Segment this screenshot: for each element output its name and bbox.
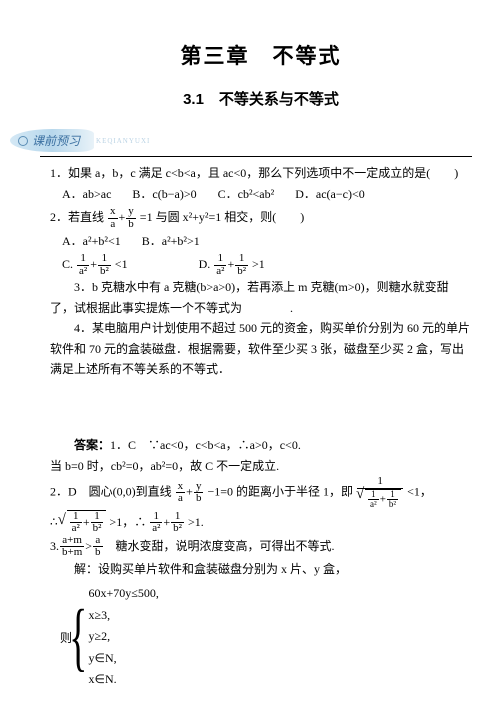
badge-pinyin: KEQIANYUXI xyxy=(96,137,150,145)
answer-1b: 当 b=0 时，cb²=0，ab²=0，故 C 不一定成立. xyxy=(50,456,472,476)
q1-opt-d: D．ac(a−c)<0 xyxy=(295,183,365,206)
answer-4-head: 解：设购买单片软件和盒装磁盘分别为 x 片、y 盒， xyxy=(50,559,472,579)
answer-1: 答案：1．C ∵ac<0，c<b<a，∴a>0，c<0. xyxy=(50,435,472,455)
answers-head: 答案： xyxy=(74,438,110,452)
q1-stem: 1．如果 a，b，c 满足 c<b<a，且 ac<0，那么下列选项中不一定成立的… xyxy=(50,163,472,183)
answer-2b: ∴ 1a²+1b² >1，∴ 1a²+1b² >1. xyxy=(50,510,472,535)
q1-opt-c: C．cb²<ab² xyxy=(218,183,275,206)
q1-options: A．ab>ac B．c(b−a)>0 C．cb²<ab² D．ac(a−c)<0 xyxy=(62,183,472,206)
brace-icon: { xyxy=(69,607,87,668)
q2-opt-b: B．a²+b²>1 xyxy=(142,230,200,253)
q2-stem: 2．若直线 xa+yb =1 与圆 x²+y²=1 相交，则( ) xyxy=(50,206,472,230)
q1-opt-a: A．ab>ac xyxy=(62,183,111,206)
divider xyxy=(40,156,472,157)
q2-opt-d: D. 1a²+1b² >1 xyxy=(199,253,265,277)
brace-content: 60x+70y≤500, x≥3, y≥2, y∈N, x∈N. xyxy=(89,583,159,691)
answer-2: 2．D 圆心(0,0)到直线 xa+yb −1=0 的距离小于半径 1，即 1 … xyxy=(50,476,472,509)
q3-stem: 3．b 克糖水中有 a 克糖(b>a>0)，若再添上 m 克糖(m>0)，则糖水… xyxy=(50,277,472,318)
q2-options: A．a²+b²<1 B．a²+b²>1 C. 1a²+1b² <1 D. 1a²… xyxy=(62,230,472,277)
spacing xyxy=(50,379,472,435)
answer-4-system: 则 { 60x+70y≤500, x≥3, y≥2, y∈N, x∈N. xyxy=(60,583,472,691)
q1-opt-b: B．c(b−a)>0 xyxy=(132,183,196,206)
preview-badge: 课前预习 KEQIANYUXI xyxy=(10,129,472,152)
badge-label: 课前预习 xyxy=(32,134,80,148)
q2-opt-c: C. 1a²+1b² <1 xyxy=(62,253,128,277)
section-title: 3.1 不等关系与不等式 xyxy=(50,88,472,109)
chapter-title: 第三章 不等式 xyxy=(50,40,472,70)
q4-stem: 4．某电脑用户计划使用不超过 500 元的资金，购买单价分别为 60 元的单片软… xyxy=(50,318,472,379)
answer-3: 3.a+mb+m>ab 糖水变甜，说明浓度变高，可得出不等式. xyxy=(50,535,472,559)
q2-opt-a: A．a²+b²<1 xyxy=(62,230,121,253)
